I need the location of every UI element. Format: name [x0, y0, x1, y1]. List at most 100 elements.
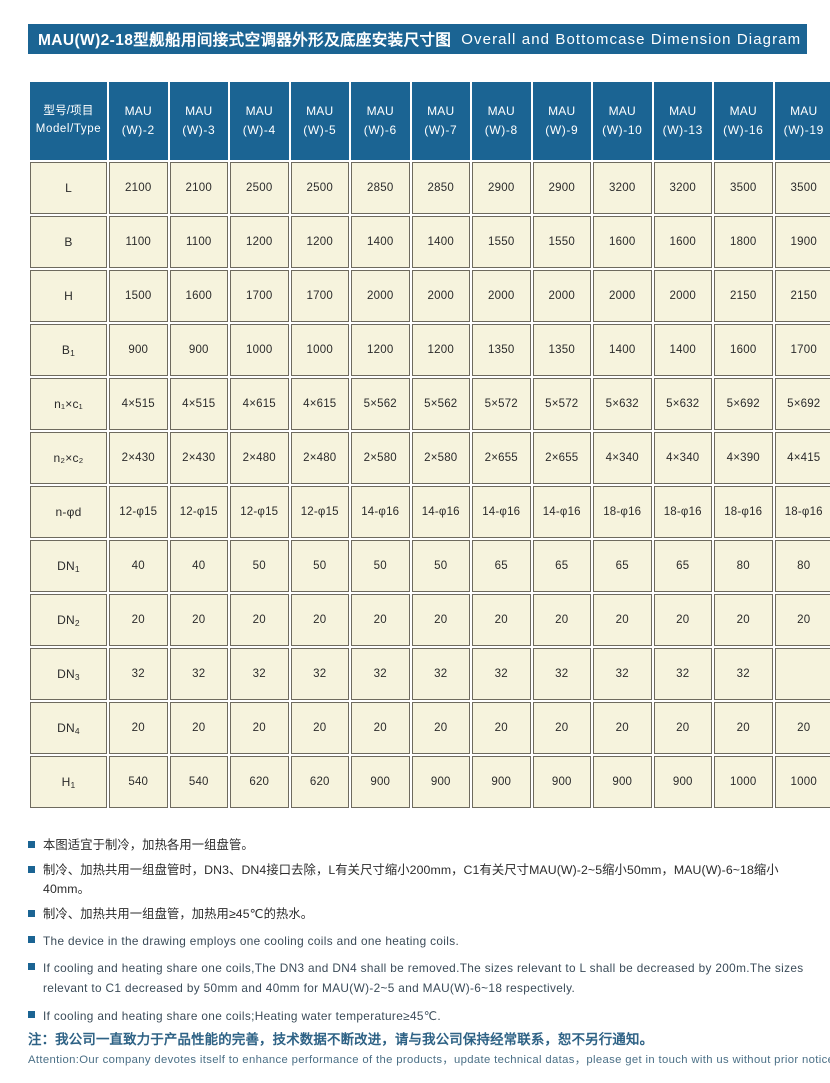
table-cell: 65 [472, 540, 531, 592]
attention-english: Attention:Our company devotes itself to … [28, 1054, 830, 1066]
table-cell: 1000 [290, 324, 349, 376]
table-cell: 4×340 [653, 432, 712, 484]
row-label-cell: DN1 [30, 540, 107, 592]
note-bullet-icon [28, 910, 35, 918]
dimension-spec-table: 型号/项目 Model/Type MAU (W)-2 MAU (W)-3 MAU (W)-… [28, 80, 830, 810]
table-cell: 2900 [472, 162, 531, 214]
table-cell: 1100 [109, 216, 168, 268]
header-model-line2: (W)-10 [602, 123, 643, 137]
table-cell: 32 [109, 648, 168, 700]
table-cell: 32 [351, 648, 410, 700]
header-model-line1: MAU [729, 104, 757, 119]
note-bullet-icon [28, 935, 35, 943]
header-model-line2: (W)-6 [363, 123, 397, 137]
table-cell: 2×655 [472, 432, 531, 484]
row-label-text: L [65, 181, 72, 195]
table-cell: 5×562 [351, 378, 410, 430]
row-label-cell: L [30, 162, 107, 214]
corner-label-english: Model/Type [35, 123, 102, 135]
row-label-cell: H1 [30, 756, 107, 808]
table-row: H1 540 540 620 620 900 900 900 900 900 900 1000 1000 [30, 756, 830, 808]
table-cell: 3200 [653, 162, 712, 214]
table-cell: 1000 [230, 324, 289, 376]
header-model-line1: MAU [487, 104, 515, 119]
note-bullet-icon [28, 963, 35, 971]
table-cell: 2100 [169, 162, 228, 214]
table-cell: 32 [472, 648, 531, 700]
table-cell: 5×632 [653, 378, 712, 430]
table-cell: 5×572 [472, 378, 531, 430]
header-model-9: MAU (W)-10 [593, 82, 652, 160]
header-model-12: MAU (W)-19 [774, 82, 830, 160]
table-cell: 20 [653, 594, 712, 646]
table-cell: 32 [714, 648, 773, 700]
table-cell: 2900 [532, 162, 591, 214]
header-model-line1: MAU [366, 104, 394, 119]
table-cell: 50 [351, 540, 410, 592]
note-text: The device in the drawing employs one co… [43, 933, 460, 948]
notes-list: 本图适宜于制冷，加热各用一组盘管。 制冷、加热共用一组盘管时，DN3、DN4接口去… [28, 836, 818, 1033]
table-cell: 20 [411, 594, 470, 646]
table-cell: 900 [593, 756, 652, 808]
table-cell: 65 [593, 540, 652, 592]
table-cell: 1600 [653, 216, 712, 268]
table-cell: 65 [653, 540, 712, 592]
header-model-6: MAU (W)-7 [411, 82, 470, 160]
row-label-subscript: 1 [70, 348, 76, 358]
table-cell: 2000 [411, 270, 470, 322]
table-cell: 2×580 [411, 432, 470, 484]
row-label-cell: n₁×c₁ [30, 378, 107, 430]
table-cell: 65 [532, 540, 591, 592]
table-cell: 40 [169, 540, 228, 592]
table-cell: 32 [230, 648, 289, 700]
row-label-text: DN [57, 667, 75, 681]
table-cell: 20 [351, 702, 410, 754]
table-cell: 1600 [169, 270, 228, 322]
note-item: If cooling and heating share one coils,T… [28, 958, 818, 999]
table-cell: 20 [290, 594, 349, 646]
table-cell: 80 [774, 540, 830, 592]
table-cell: 20 [290, 702, 349, 754]
row-label-cell: DN3 [30, 648, 107, 700]
table-cell: 900 [169, 324, 228, 376]
table-cell: 20 [593, 702, 652, 754]
table-row: B1 900 900 1000 1000 1200 1200 1350 1350 1400 1400… [30, 324, 830, 376]
table-cell: 20 [532, 594, 591, 646]
table-cell: 20 [169, 702, 228, 754]
note-bullet-icon [28, 841, 35, 848]
table-cell: 32 [593, 648, 652, 700]
table-row: B 1100 1100 1200 1200 1400 1400 1550 1550 1600 160… [30, 216, 830, 268]
table-cell: 2150 [714, 270, 773, 322]
table-row: DN1 40 40 50 50 50 50 65 65 65 65 80 80 [30, 540, 830, 592]
row-label-subscript: 1 [70, 780, 76, 790]
table-cell: 900 [351, 756, 410, 808]
table-cell: 20 [109, 702, 168, 754]
table-cell: 2000 [351, 270, 410, 322]
table-cell: 20 [351, 594, 410, 646]
table-cell: 1200 [351, 324, 410, 376]
table-cell: 5×572 [532, 378, 591, 430]
table-cell: 20 [169, 594, 228, 646]
row-label-cell: n-φd [30, 486, 107, 538]
table-cell: 1700 [290, 270, 349, 322]
table-cell: 20 [714, 702, 773, 754]
row-label-cell: DN4 [30, 702, 107, 754]
table-cell [774, 648, 830, 700]
table-cell: 20 [472, 594, 531, 646]
note-bullet-icon [28, 866, 35, 874]
note-item: 制冷、加热共用一组盘管，加热用≥45℃的热水。 [28, 905, 818, 923]
table-cell: 4×415 [774, 432, 830, 484]
table-cell: 2×480 [230, 432, 289, 484]
row-label-subscript: 2 [74, 618, 80, 628]
row-label-text: B [61, 343, 71, 357]
header-model-7: MAU (W)-8 [472, 82, 531, 160]
table-cell: 4×340 [593, 432, 652, 484]
table-cell: 32 [653, 648, 712, 700]
header-model-5: MAU (W)-6 [351, 82, 410, 160]
header-model-line1: MAU [427, 104, 455, 119]
table-cell: 900 [653, 756, 712, 808]
note-item: 制冷、加热共用一组盘管时，DN3、DN4接口去除，L有关尺寸缩小200mm，C1… [28, 861, 818, 898]
table-cell: 1200 [411, 324, 470, 376]
table-cell: 2×480 [290, 432, 349, 484]
table-cell: 12-φ15 [109, 486, 168, 538]
